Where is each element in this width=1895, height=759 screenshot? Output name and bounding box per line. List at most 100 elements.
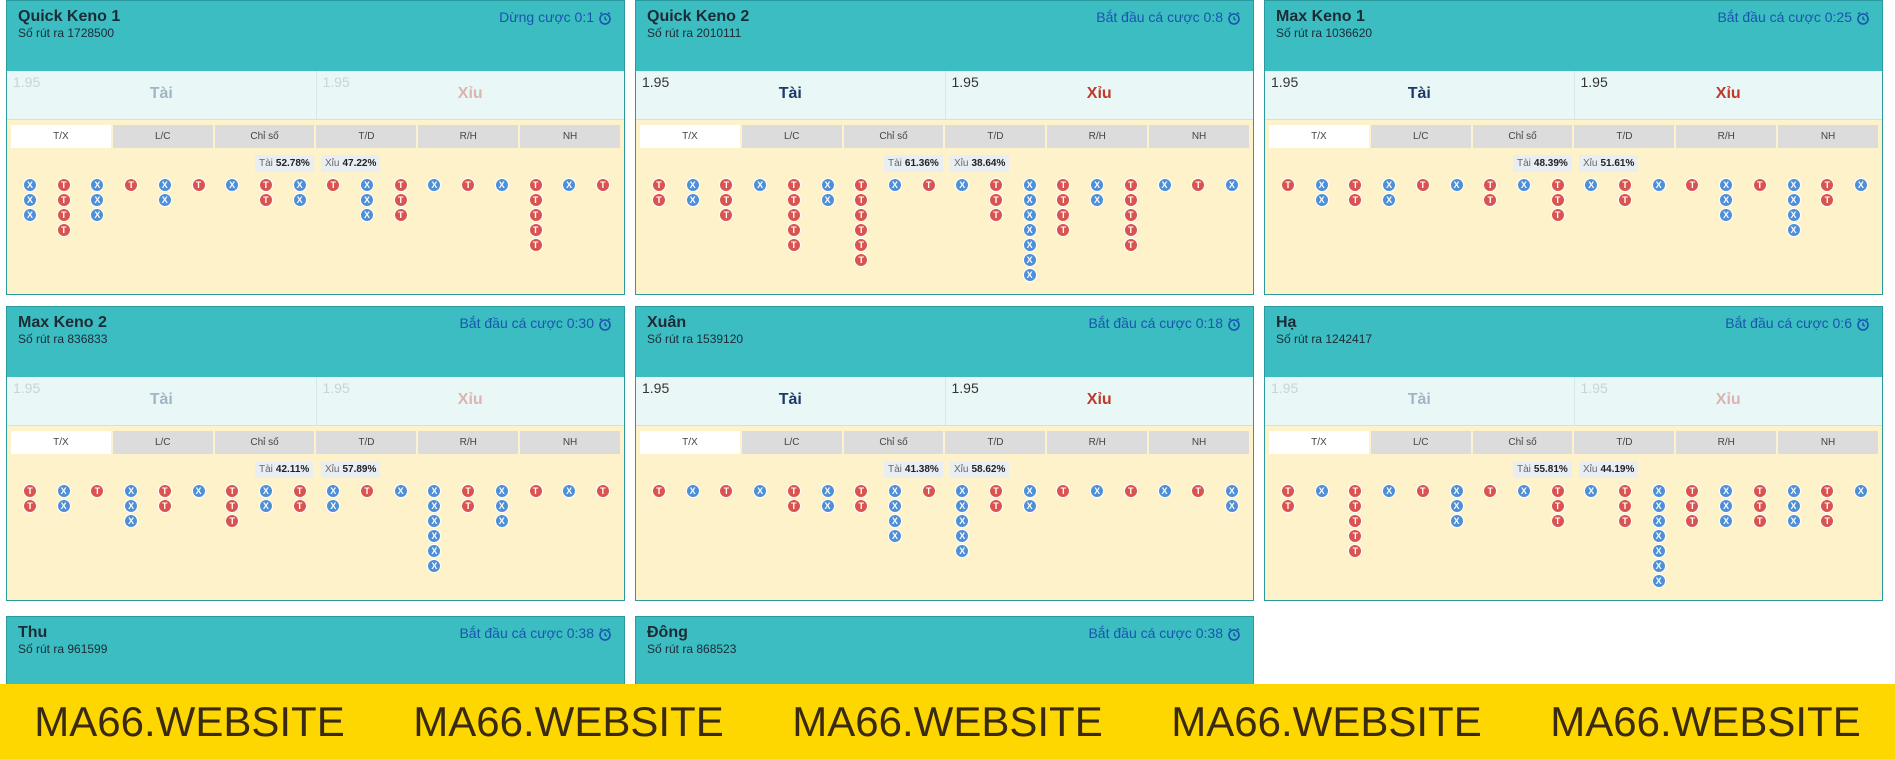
tab[interactable]: L/C [741, 431, 842, 454]
bead: X [90, 193, 105, 207]
tab[interactable]: L/C [1370, 431, 1471, 454]
tab[interactable]: R/H [1676, 125, 1777, 148]
draw-number: Số rút ra 836833 [18, 332, 108, 346]
bead: X [225, 178, 240, 192]
bead: T [56, 193, 71, 207]
odds-bar: 1.95 Tài 1.95 Xỉu [7, 71, 624, 120]
bead: T [191, 178, 206, 192]
tab[interactable]: T/X [11, 125, 111, 148]
stat-value: 61.36% [904, 158, 939, 169]
tab[interactable]: T/D [1574, 431, 1675, 454]
odds-xiu[interactable]: 1.95 Xỉu [944, 71, 1254, 119]
bead: T [258, 193, 273, 207]
tab[interactable]: NH [1149, 431, 1249, 454]
bead: X [1786, 484, 1801, 498]
clock-icon [599, 627, 611, 641]
panel-header: Hạ Số rút ra 1242417 Bắt đầu cá cược 0:6 [1265, 307, 1882, 377]
bead: T [23, 484, 37, 498]
bead: T [461, 499, 476, 513]
tab[interactable]: R/H [1047, 125, 1148, 148]
bead: X [427, 529, 442, 543]
panel-title: Quick Keno 2 [647, 8, 750, 25]
bead: X [1382, 193, 1397, 207]
bead: T [225, 499, 240, 513]
clock-icon [599, 11, 611, 25]
tab[interactable]: T/D [1574, 125, 1675, 148]
odds-xiu[interactable]: 1.95 Xỉu [944, 377, 1254, 425]
tab[interactable]: Chỉ số [1472, 125, 1573, 148]
tab[interactable]: L/C [1370, 125, 1471, 148]
keno-panel: Max Keno 1 Số rút ra 1036620 Bắt đầu cá cư… [1264, 0, 1883, 295]
keno-panel: Quick Keno 2 Số rút ra 2010111 Bắt đầu cá … [635, 0, 1254, 295]
odds-xiu[interactable]: 1.95 Xỉu [315, 71, 625, 119]
stat-xiu: Xỉu 58.62% [950, 461, 1010, 478]
bead: T [326, 178, 341, 192]
bead: X [427, 484, 442, 498]
tab[interactable]: R/H [418, 125, 519, 148]
bead: X [157, 178, 172, 192]
odds-xiu[interactable]: 1.95 Xỉu [1573, 71, 1883, 119]
tab[interactable]: T/D [316, 431, 417, 454]
tab[interactable]: Chỉ số [1472, 431, 1573, 454]
tab[interactable]: Chỉ số [843, 125, 944, 148]
stat-label: Tài [888, 158, 902, 169]
odds-tai[interactable]: 1.95 Tài [636, 377, 945, 425]
tab[interactable]: T/D [945, 431, 1046, 454]
tab-bar: T/X L/C Chỉ số T/D R/H NH [640, 125, 1249, 148]
tab[interactable]: Chỉ số [214, 125, 315, 148]
bead: T [1618, 178, 1632, 192]
tab[interactable]: R/H [1047, 431, 1148, 454]
tab[interactable]: NH [1149, 125, 1249, 148]
bead: X [427, 514, 442, 528]
tab[interactable]: Chỉ số [843, 431, 944, 454]
bead: X [292, 178, 307, 192]
odds-xiu[interactable]: 1.95 Xỉu [1573, 377, 1883, 425]
bead: T [1123, 238, 1138, 252]
bead: T [1348, 529, 1363, 543]
odds-label: Tài [1407, 85, 1431, 102]
tab[interactable]: L/C [112, 431, 213, 454]
odds-tai[interactable]: 1.95 Tài [1265, 377, 1574, 425]
tab[interactable]: NH [520, 431, 620, 454]
stat-xiu: Xỉu 38.64% [950, 155, 1010, 172]
bead: T [921, 484, 936, 498]
bead: X [820, 193, 835, 207]
stat-label: Tài [888, 464, 902, 475]
tab[interactable]: T/X [11, 431, 111, 454]
tab[interactable]: NH [520, 125, 620, 148]
tab[interactable]: T/X [640, 431, 740, 454]
bead: T [1123, 178, 1138, 192]
bead: T [1348, 499, 1363, 513]
odds-label: Xỉu [1086, 85, 1112, 102]
odds-tai[interactable]: 1.95 Tài [636, 71, 945, 119]
tab[interactable]: T/D [945, 125, 1046, 148]
tab[interactable]: T/X [640, 125, 740, 148]
tab[interactable]: Chỉ số [214, 431, 315, 454]
odds-xiu[interactable]: 1.95 Xỉu [315, 377, 625, 425]
bead: X [1314, 178, 1329, 192]
bead: T [1820, 193, 1835, 207]
bead: T [1685, 514, 1700, 528]
tab[interactable]: R/H [1676, 431, 1777, 454]
banner-text: MA66.WEBSITE [1171, 697, 1482, 745]
odds-tai[interactable]: 1.95 Tài [1265, 71, 1574, 119]
tab[interactable]: R/H [418, 431, 519, 454]
bead: T [989, 208, 1003, 222]
tab[interactable]: L/C [112, 125, 213, 148]
tab[interactable]: NH [1778, 125, 1878, 148]
odds-bar: 1.95 Tài 1.95 Xỉu [7, 377, 624, 426]
tab[interactable]: T/X [1269, 431, 1369, 454]
bead: X [685, 484, 700, 498]
stat-value: 41.38% [904, 464, 939, 475]
tab[interactable]: NH [1778, 431, 1878, 454]
bead: X [124, 484, 139, 498]
odds-tai[interactable]: 1.95 Tài [7, 71, 316, 119]
tab[interactable]: T/X [1269, 125, 1369, 148]
tab[interactable]: L/C [741, 125, 842, 148]
bead: X [1382, 178, 1397, 192]
tab[interactable]: T/D [316, 125, 417, 148]
bead: X [1651, 484, 1666, 498]
bead: T [1415, 178, 1430, 192]
odds-tai[interactable]: 1.95 Tài [7, 377, 316, 425]
